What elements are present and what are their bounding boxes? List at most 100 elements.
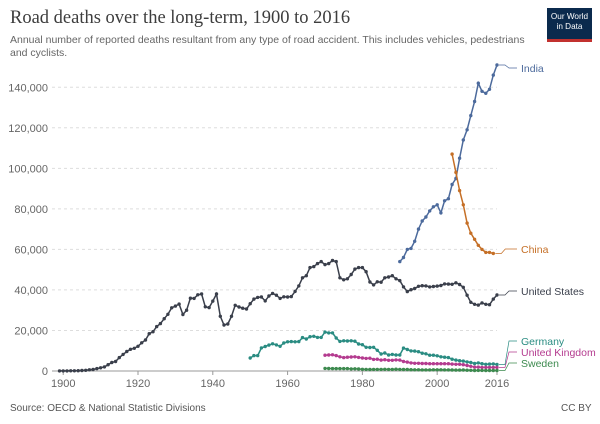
data-point-india — [495, 63, 499, 67]
chart-title: Road deaths over the long-term, 1900 to … — [10, 8, 351, 28]
data-point-sweden — [420, 368, 424, 372]
data-point-sweden — [386, 367, 391, 372]
data-point-india — [457, 156, 462, 160]
data-point-germany — [308, 335, 312, 339]
data-point-india — [480, 89, 484, 94]
data-point-germany — [304, 337, 308, 341]
data-point-united-kingdom — [446, 362, 451, 366]
data-point-united-kingdom — [371, 357, 376, 362]
series-label-germany[interactable]: Germany — [521, 336, 565, 348]
data-point-united-states — [196, 293, 200, 297]
series-united-states[interactable] — [57, 258, 499, 373]
data-point-germany — [371, 345, 376, 349]
data-point-united-states — [435, 284, 439, 288]
data-point-united-states — [487, 303, 492, 307]
data-point-united-states — [91, 367, 95, 372]
data-point-sweden — [461, 368, 465, 372]
label-connector-united-kingdom — [499, 351, 517, 368]
data-point-united-states — [442, 282, 447, 286]
data-point-united-states — [431, 284, 436, 289]
series-label-sweden[interactable]: Sweden — [521, 358, 559, 370]
data-point-united-states — [308, 265, 312, 270]
data-point-united-states — [379, 280, 383, 284]
data-point-germany — [278, 344, 282, 348]
series-label-china[interactable]: China — [521, 244, 549, 256]
data-point-united-states — [405, 289, 409, 294]
data-point-united-states — [469, 300, 473, 304]
label-connector-china — [495, 248, 517, 254]
data-point-germany — [323, 330, 327, 334]
series-sweden[interactable] — [323, 366, 499, 373]
data-point-sweden — [323, 366, 327, 371]
series-china[interactable] — [450, 152, 495, 256]
data-point-united-states — [267, 294, 271, 298]
data-point-united-kingdom — [461, 363, 465, 367]
series-india[interactable] — [398, 63, 499, 264]
data-point-united-states — [263, 299, 267, 303]
series-label-united-states[interactable]: United States — [521, 286, 584, 298]
data-point-united-states — [143, 338, 148, 342]
data-point-united-states — [371, 283, 376, 287]
data-point-united-kingdom — [450, 362, 454, 366]
data-point-sweden — [416, 368, 421, 372]
license-link[interactable]: CC BY — [561, 403, 592, 414]
data-point-united-states — [181, 312, 185, 317]
data-point-united-states — [319, 259, 323, 264]
data-point-germany — [442, 355, 447, 359]
data-point-united-states — [147, 332, 151, 336]
data-point-united-kingdom — [368, 356, 372, 360]
data-point-germany — [420, 351, 424, 355]
data-point-united-states — [338, 276, 342, 280]
data-point-sweden — [484, 368, 488, 373]
data-point-germany — [379, 352, 383, 356]
data-point-united-states — [465, 293, 469, 297]
data-point-united-states — [420, 284, 424, 288]
data-point-sweden — [439, 368, 443, 372]
data-point-united-states — [368, 280, 372, 284]
data-point-germany — [267, 343, 271, 347]
series-united-kingdom[interactable] — [323, 353, 499, 370]
series-label-united-kingdom[interactable]: United Kingdom — [521, 347, 596, 359]
data-point-sweden — [409, 368, 413, 372]
data-point-united-kingdom — [457, 362, 462, 366]
series-label-india[interactable]: India — [521, 63, 544, 75]
data-point-united-kingdom — [356, 355, 361, 360]
data-point-germany — [495, 362, 499, 367]
data-point-united-kingdom — [420, 361, 424, 366]
data-point-germany — [256, 353, 260, 358]
data-point-sweden — [413, 368, 417, 372]
data-point-united-states — [439, 283, 443, 288]
x-tick-label: 1920 — [126, 378, 150, 390]
data-point-india — [435, 203, 439, 207]
data-point-united-kingdom — [345, 355, 350, 359]
data-point-united-states — [323, 262, 327, 267]
data-point-sweden — [465, 368, 469, 372]
data-point-united-states — [65, 369, 69, 373]
data-point-germany — [330, 331, 335, 335]
data-point-germany — [428, 353, 432, 357]
data-point-united-states — [472, 302, 477, 306]
data-point-united-states — [233, 303, 237, 307]
data-point-germany — [465, 360, 469, 364]
data-point-germany — [450, 357, 454, 361]
data-point-sweden — [495, 368, 499, 373]
data-point-sweden — [491, 368, 495, 373]
data-point-united-states — [293, 289, 297, 294]
data-point-united-states — [87, 368, 92, 372]
data-point-germany — [405, 347, 409, 352]
data-point-united-states — [383, 276, 387, 280]
data-point-india — [446, 197, 451, 201]
data-point-germany — [480, 362, 484, 366]
data-point-germany — [345, 339, 350, 343]
data-point-germany — [383, 351, 387, 355]
owid-logo[interactable]: Our World in Data — [547, 8, 592, 42]
data-point-germany — [248, 356, 252, 360]
data-point-united-states — [102, 365, 107, 369]
data-point-united-kingdom — [439, 362, 443, 366]
data-point-sweden — [356, 367, 361, 371]
series-germany[interactable] — [248, 330, 499, 367]
data-point-germany — [364, 345, 368, 349]
data-point-germany — [424, 352, 428, 356]
